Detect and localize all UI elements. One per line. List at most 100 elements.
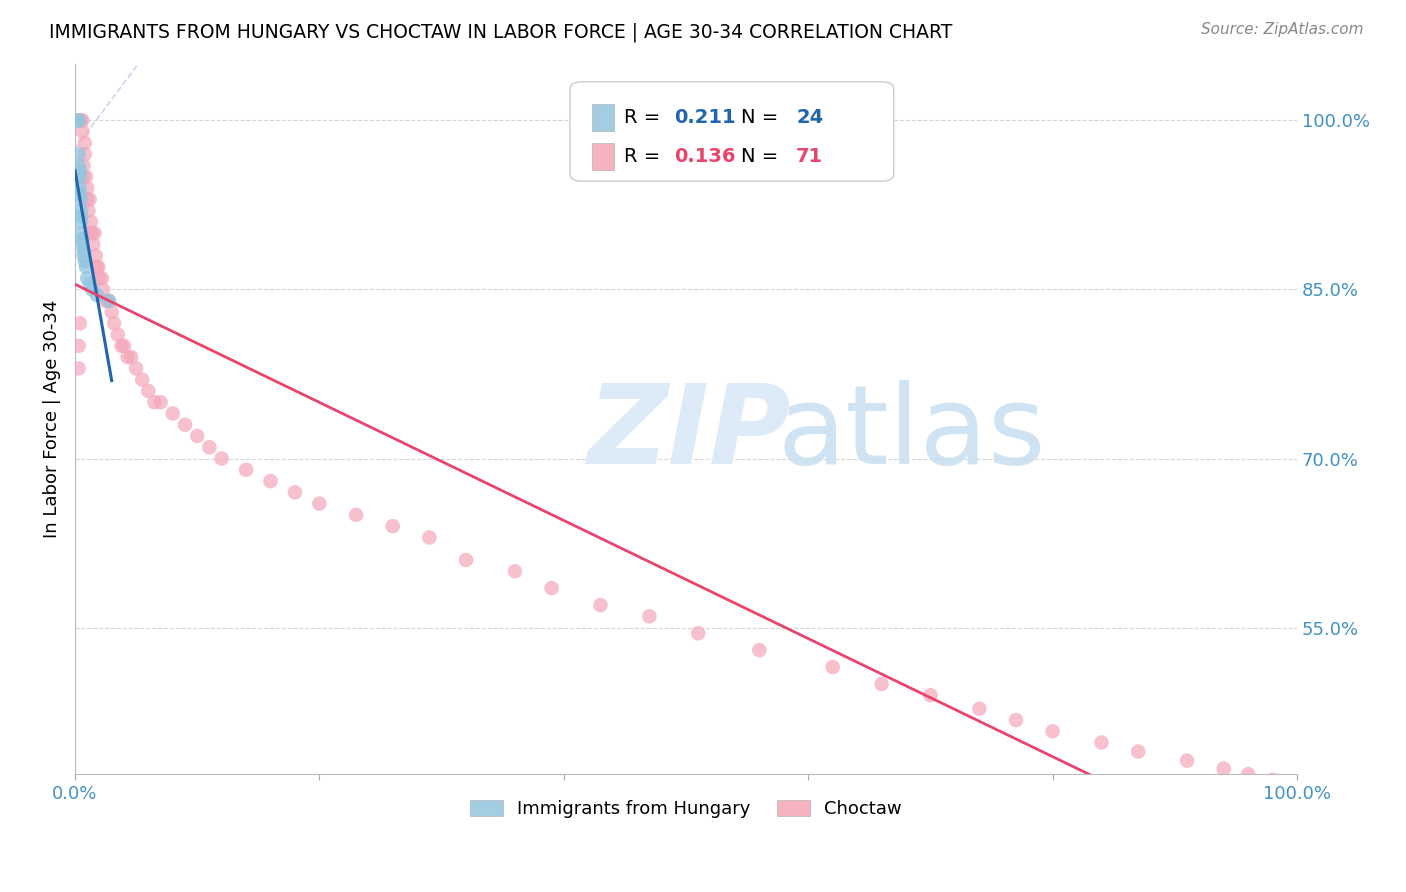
Text: ZIP: ZIP bbox=[588, 380, 792, 487]
Text: N =: N = bbox=[741, 147, 785, 166]
Point bbox=[69, 169, 91, 184]
Text: R =: R = bbox=[624, 108, 666, 127]
Point bbox=[90, 271, 112, 285]
Text: IMMIGRANTS FROM HUNGARY VS CHOCTAW IN LABOR FORCE | AGE 30-34 CORRELATION CHART: IMMIGRANTS FROM HUNGARY VS CHOCTAW IN LA… bbox=[49, 22, 953, 42]
Point bbox=[418, 531, 440, 545]
Point bbox=[589, 598, 612, 612]
Point bbox=[73, 147, 96, 161]
Point bbox=[82, 226, 104, 240]
Text: 0.211: 0.211 bbox=[673, 108, 735, 127]
Point bbox=[67, 361, 90, 376]
Point bbox=[870, 677, 893, 691]
Point bbox=[72, 249, 94, 263]
Point bbox=[72, 113, 94, 128]
Point bbox=[454, 553, 477, 567]
Point bbox=[688, 626, 710, 640]
Text: N =: N = bbox=[741, 108, 785, 127]
Point bbox=[381, 519, 404, 533]
Point bbox=[1212, 762, 1234, 776]
Text: Source: ZipAtlas.com: Source: ZipAtlas.com bbox=[1201, 22, 1364, 37]
Point bbox=[82, 237, 104, 252]
Point bbox=[235, 463, 257, 477]
Point bbox=[344, 508, 367, 522]
Point bbox=[120, 350, 142, 364]
Point bbox=[162, 407, 184, 421]
Point bbox=[284, 485, 307, 500]
Point bbox=[82, 283, 104, 297]
Point bbox=[79, 192, 101, 206]
Point bbox=[259, 474, 281, 488]
Text: 71: 71 bbox=[796, 147, 823, 166]
Point bbox=[72, 237, 94, 252]
Point bbox=[80, 215, 103, 229]
Point bbox=[540, 581, 562, 595]
Point bbox=[91, 283, 114, 297]
Point bbox=[143, 395, 166, 409]
Point bbox=[69, 164, 91, 178]
Point bbox=[103, 316, 125, 330]
Point bbox=[87, 260, 110, 274]
Point bbox=[1128, 745, 1150, 759]
Point bbox=[67, 339, 90, 353]
Point bbox=[67, 113, 90, 128]
Point bbox=[94, 293, 117, 308]
Point bbox=[920, 688, 942, 702]
Point bbox=[72, 159, 94, 173]
Point bbox=[70, 203, 93, 218]
Point bbox=[107, 327, 129, 342]
Point bbox=[70, 215, 93, 229]
FancyBboxPatch shape bbox=[592, 103, 614, 131]
Point bbox=[76, 271, 98, 285]
Point bbox=[136, 384, 159, 398]
FancyBboxPatch shape bbox=[569, 82, 894, 181]
Text: R =: R = bbox=[624, 147, 666, 166]
Point bbox=[98, 293, 121, 308]
Point bbox=[969, 702, 991, 716]
Point bbox=[198, 440, 221, 454]
Point bbox=[86, 260, 108, 274]
Point bbox=[73, 136, 96, 150]
Point bbox=[76, 192, 98, 206]
FancyBboxPatch shape bbox=[592, 143, 614, 169]
Point bbox=[110, 339, 132, 353]
Point bbox=[1237, 767, 1260, 781]
Point bbox=[86, 288, 108, 302]
Point bbox=[1005, 713, 1028, 727]
Text: 0.136: 0.136 bbox=[673, 147, 735, 166]
Point bbox=[70, 209, 93, 223]
Point bbox=[79, 226, 101, 240]
Point bbox=[1261, 772, 1284, 787]
Point bbox=[83, 226, 105, 240]
Point bbox=[100, 305, 122, 319]
Point bbox=[69, 316, 91, 330]
Legend: Immigrants from Hungary, Choctaw: Immigrants from Hungary, Choctaw bbox=[463, 793, 910, 825]
Point bbox=[638, 609, 661, 624]
Point bbox=[1042, 724, 1064, 739]
Point bbox=[131, 373, 153, 387]
Point bbox=[1090, 735, 1112, 749]
Point bbox=[72, 169, 94, 184]
Point bbox=[67, 147, 90, 161]
Point bbox=[748, 643, 770, 657]
Point bbox=[72, 243, 94, 257]
Point bbox=[70, 192, 93, 206]
Point bbox=[72, 232, 94, 246]
Point bbox=[75, 260, 97, 274]
Text: 24: 24 bbox=[796, 108, 824, 127]
Point bbox=[117, 350, 139, 364]
Point bbox=[77, 203, 100, 218]
Point bbox=[89, 271, 111, 285]
Point bbox=[67, 159, 90, 173]
Point bbox=[1175, 754, 1198, 768]
Point bbox=[125, 361, 148, 376]
Point bbox=[69, 186, 91, 201]
Point bbox=[70, 113, 93, 128]
Point bbox=[79, 277, 101, 291]
Point bbox=[211, 451, 233, 466]
Point bbox=[186, 429, 208, 443]
Point bbox=[84, 249, 107, 263]
Point bbox=[97, 293, 120, 308]
Point bbox=[70, 226, 93, 240]
Point bbox=[69, 181, 91, 195]
Point bbox=[503, 564, 526, 578]
